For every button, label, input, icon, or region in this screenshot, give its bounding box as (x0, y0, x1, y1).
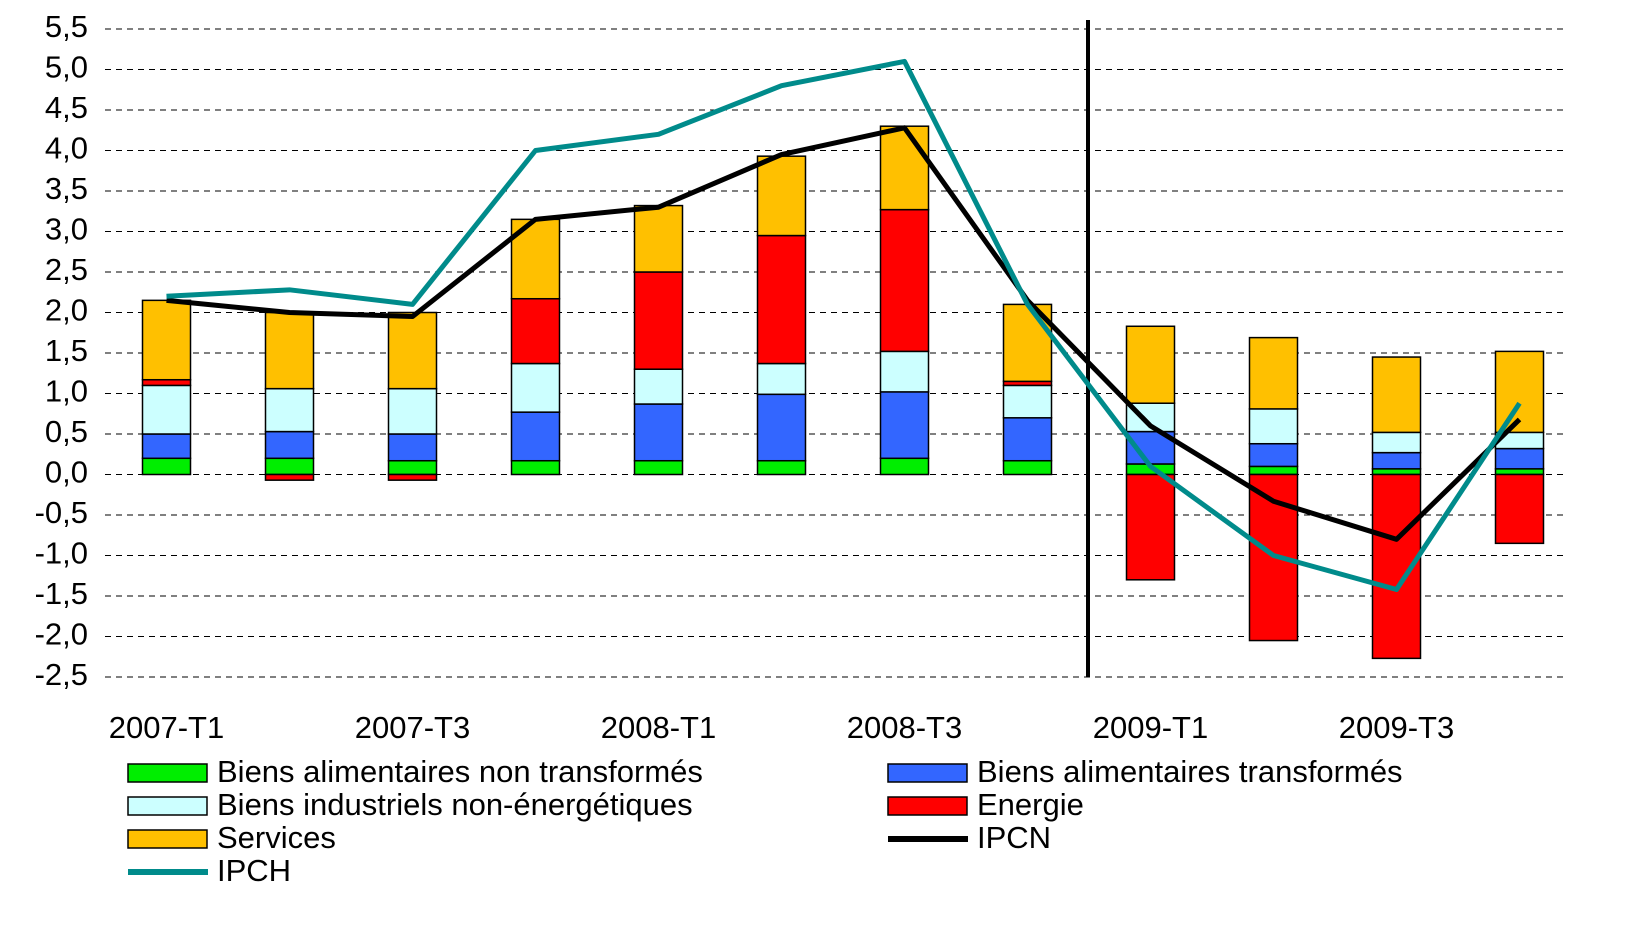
bar-segment (387, 459, 438, 476)
y-tick-label: 5,0 (45, 50, 88, 85)
legend-swatch (127, 796, 208, 816)
bar-segment (1248, 408, 1299, 445)
y-tick-label: 5,5 (45, 9, 88, 44)
bar-segment (387, 433, 438, 462)
bar-segment (756, 234, 807, 365)
bar-segment (510, 459, 561, 476)
legend-swatch (887, 796, 968, 816)
legend-label: IPCN (977, 820, 1051, 855)
y-tick-label: -1,0 (35, 536, 88, 571)
legend-label: Biens industriels non-énergétiques (217, 787, 693, 822)
x-tick-label: 2009-T3 (1339, 710, 1454, 745)
bar-segment (387, 473, 438, 481)
bar-segment (141, 433, 192, 460)
legend-label: IPCH (217, 853, 291, 888)
bar-segment (264, 387, 315, 433)
y-tick-label: -1,5 (35, 576, 88, 611)
bar-segment (879, 457, 930, 476)
y-tick-label: 4,5 (45, 90, 88, 125)
x-tick-label: 2007-T3 (355, 710, 470, 745)
bar-segment (633, 403, 684, 462)
bar-segment (756, 393, 807, 462)
bar-segment (387, 387, 438, 435)
bar-segment (879, 208, 930, 353)
y-tick-label: 2,0 (45, 293, 88, 328)
line-series (166, 125, 1522, 542)
bar-segment (1371, 451, 1422, 470)
bar-segment (264, 430, 315, 460)
legend-label: Energie (977, 787, 1084, 822)
legend-swatch (127, 829, 208, 849)
y-tick-label: 3,5 (45, 171, 88, 206)
bar-segment (1494, 473, 1545, 545)
bar-segment (1371, 356, 1422, 434)
y-tick-label: 1,5 (45, 333, 88, 368)
bar-segment (879, 350, 930, 393)
y-tick-label: 4,0 (45, 131, 88, 166)
y-tick-label: 0,5 (45, 414, 88, 449)
bar-segment (1371, 431, 1422, 454)
bar-segment (756, 459, 807, 476)
bar-segment (1494, 468, 1545, 476)
bar-segment (264, 457, 315, 476)
bar-segment (633, 271, 684, 370)
y-tick-label: 3,0 (45, 212, 88, 247)
legend-swatch (127, 763, 208, 783)
y-tick-label: -0,5 (35, 495, 88, 530)
bar-segment (633, 368, 684, 405)
bar-segment (633, 459, 684, 476)
x-tick-label: 2008-T1 (601, 710, 716, 745)
y-tick-label: -2,0 (35, 617, 88, 652)
line-series (166, 58, 1522, 593)
bar-segment (387, 311, 438, 390)
bar-segment (1371, 473, 1422, 660)
bar-segment (141, 457, 192, 476)
bar-segment (1248, 336, 1299, 410)
bar-segment (879, 391, 930, 460)
bar-segment (510, 362, 561, 413)
bar-segment (141, 299, 192, 381)
bar-segment (510, 297, 561, 365)
legend-swatch (887, 763, 968, 783)
bar-segment (633, 204, 684, 273)
bar-segment (1002, 459, 1053, 476)
bar-segment (141, 378, 192, 387)
bar-segment (264, 311, 315, 390)
y-tick-label: 1,0 (45, 374, 88, 409)
legend-label: Biens alimentaires transformés (977, 754, 1403, 789)
x-tick-label: 2007-T1 (109, 710, 224, 745)
bar-segment (1002, 417, 1053, 462)
bar-segment (1125, 325, 1176, 404)
bar-segment (756, 362, 807, 396)
x-tick-label: 2009-T1 (1093, 710, 1208, 745)
bar-segment (1494, 447, 1545, 470)
x-tick-label: 2008-T3 (847, 710, 962, 745)
bar-segment (1002, 384, 1053, 419)
bar-segment (264, 473, 315, 481)
bar-segment (141, 384, 192, 435)
y-tick-label: 2,5 (45, 252, 88, 287)
bar-segment (1248, 442, 1299, 468)
y-tick-label: -2,5 (35, 657, 88, 692)
bar-segment (756, 155, 807, 237)
y-tick-label: 0,0 (45, 455, 88, 490)
bar-segment (1371, 468, 1422, 476)
legend-label: Services (217, 820, 336, 855)
bar-segment (1248, 465, 1299, 476)
bar-segment (1125, 473, 1176, 581)
bar-segment (510, 411, 561, 462)
bar-segment (879, 125, 930, 211)
bar-segment (1494, 350, 1545, 434)
legend-label: Biens alimentaires non transformés (217, 754, 703, 789)
